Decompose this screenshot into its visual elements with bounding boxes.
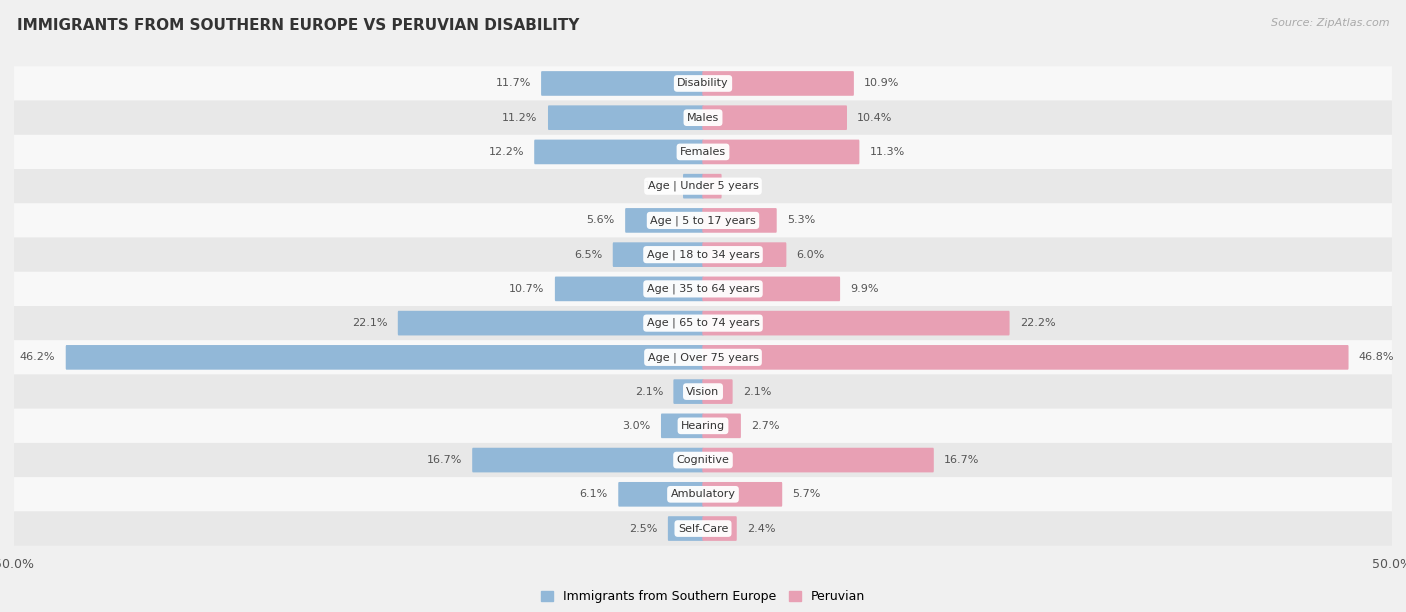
FancyBboxPatch shape bbox=[398, 311, 703, 335]
FancyBboxPatch shape bbox=[548, 105, 703, 130]
Text: 46.8%: 46.8% bbox=[1358, 353, 1395, 362]
Legend: Immigrants from Southern Europe, Peruvian: Immigrants from Southern Europe, Peruvia… bbox=[536, 585, 870, 608]
Text: Disability: Disability bbox=[678, 78, 728, 89]
Text: 6.5%: 6.5% bbox=[574, 250, 602, 259]
FancyBboxPatch shape bbox=[14, 237, 1392, 272]
Text: 16.7%: 16.7% bbox=[426, 455, 461, 465]
FancyBboxPatch shape bbox=[14, 272, 1392, 306]
Text: 3.0%: 3.0% bbox=[623, 421, 651, 431]
Text: IMMIGRANTS FROM SOUTHERN EUROPE VS PERUVIAN DISABILITY: IMMIGRANTS FROM SOUTHERN EUROPE VS PERUV… bbox=[17, 18, 579, 34]
FancyBboxPatch shape bbox=[703, 379, 733, 404]
FancyBboxPatch shape bbox=[14, 477, 1392, 512]
FancyBboxPatch shape bbox=[673, 379, 703, 404]
Text: Source: ZipAtlas.com: Source: ZipAtlas.com bbox=[1271, 18, 1389, 28]
FancyBboxPatch shape bbox=[703, 140, 859, 164]
FancyBboxPatch shape bbox=[541, 71, 703, 96]
FancyBboxPatch shape bbox=[14, 169, 1392, 203]
FancyBboxPatch shape bbox=[661, 414, 703, 438]
Text: 2.4%: 2.4% bbox=[747, 523, 776, 534]
Text: Hearing: Hearing bbox=[681, 421, 725, 431]
FancyBboxPatch shape bbox=[703, 277, 841, 301]
Text: 2.5%: 2.5% bbox=[628, 523, 658, 534]
Text: 2.1%: 2.1% bbox=[742, 387, 772, 397]
FancyBboxPatch shape bbox=[668, 516, 703, 541]
Text: 11.7%: 11.7% bbox=[495, 78, 531, 89]
Text: 10.4%: 10.4% bbox=[858, 113, 893, 122]
FancyBboxPatch shape bbox=[703, 71, 853, 96]
FancyBboxPatch shape bbox=[703, 105, 846, 130]
Text: 11.2%: 11.2% bbox=[502, 113, 537, 122]
Text: 16.7%: 16.7% bbox=[945, 455, 980, 465]
Text: 12.2%: 12.2% bbox=[488, 147, 524, 157]
FancyBboxPatch shape bbox=[14, 340, 1392, 375]
FancyBboxPatch shape bbox=[14, 443, 1392, 477]
Text: 1.4%: 1.4% bbox=[644, 181, 672, 191]
Text: 5.7%: 5.7% bbox=[793, 490, 821, 499]
Text: 6.1%: 6.1% bbox=[579, 490, 607, 499]
FancyBboxPatch shape bbox=[703, 242, 786, 267]
Text: 6.0%: 6.0% bbox=[797, 250, 825, 259]
Text: 10.9%: 10.9% bbox=[865, 78, 900, 89]
FancyBboxPatch shape bbox=[14, 375, 1392, 409]
Text: 2.7%: 2.7% bbox=[751, 421, 780, 431]
Text: 11.3%: 11.3% bbox=[870, 147, 905, 157]
Text: Self-Care: Self-Care bbox=[678, 523, 728, 534]
Text: 1.3%: 1.3% bbox=[733, 181, 761, 191]
FancyBboxPatch shape bbox=[534, 140, 703, 164]
FancyBboxPatch shape bbox=[613, 242, 703, 267]
FancyBboxPatch shape bbox=[626, 208, 703, 233]
FancyBboxPatch shape bbox=[703, 414, 741, 438]
Text: 5.3%: 5.3% bbox=[787, 215, 815, 225]
FancyBboxPatch shape bbox=[14, 409, 1392, 443]
Text: 2.1%: 2.1% bbox=[634, 387, 664, 397]
FancyBboxPatch shape bbox=[703, 448, 934, 472]
FancyBboxPatch shape bbox=[14, 100, 1392, 135]
Text: Vision: Vision bbox=[686, 387, 720, 397]
Text: Age | Over 75 years: Age | Over 75 years bbox=[648, 352, 758, 362]
Text: 22.1%: 22.1% bbox=[352, 318, 388, 328]
Text: 10.7%: 10.7% bbox=[509, 284, 544, 294]
FancyBboxPatch shape bbox=[703, 482, 782, 507]
FancyBboxPatch shape bbox=[14, 512, 1392, 546]
Text: Age | 18 to 34 years: Age | 18 to 34 years bbox=[647, 250, 759, 260]
FancyBboxPatch shape bbox=[14, 135, 1392, 169]
Text: 9.9%: 9.9% bbox=[851, 284, 879, 294]
FancyBboxPatch shape bbox=[14, 203, 1392, 237]
Text: Cognitive: Cognitive bbox=[676, 455, 730, 465]
Text: Age | 5 to 17 years: Age | 5 to 17 years bbox=[650, 215, 756, 226]
Text: Age | 35 to 64 years: Age | 35 to 64 years bbox=[647, 283, 759, 294]
Text: 22.2%: 22.2% bbox=[1019, 318, 1056, 328]
FancyBboxPatch shape bbox=[14, 306, 1392, 340]
FancyBboxPatch shape bbox=[703, 311, 1010, 335]
Text: Age | 65 to 74 years: Age | 65 to 74 years bbox=[647, 318, 759, 329]
FancyBboxPatch shape bbox=[683, 174, 703, 198]
FancyBboxPatch shape bbox=[619, 482, 703, 507]
FancyBboxPatch shape bbox=[555, 277, 703, 301]
Text: 5.6%: 5.6% bbox=[586, 215, 614, 225]
FancyBboxPatch shape bbox=[703, 516, 737, 541]
FancyBboxPatch shape bbox=[703, 208, 776, 233]
FancyBboxPatch shape bbox=[66, 345, 703, 370]
Text: Females: Females bbox=[681, 147, 725, 157]
Text: 46.2%: 46.2% bbox=[20, 353, 55, 362]
FancyBboxPatch shape bbox=[703, 345, 1348, 370]
Text: Ambulatory: Ambulatory bbox=[671, 490, 735, 499]
FancyBboxPatch shape bbox=[472, 448, 703, 472]
Text: Age | Under 5 years: Age | Under 5 years bbox=[648, 181, 758, 192]
FancyBboxPatch shape bbox=[14, 66, 1392, 100]
Text: Males: Males bbox=[688, 113, 718, 122]
FancyBboxPatch shape bbox=[703, 174, 721, 198]
